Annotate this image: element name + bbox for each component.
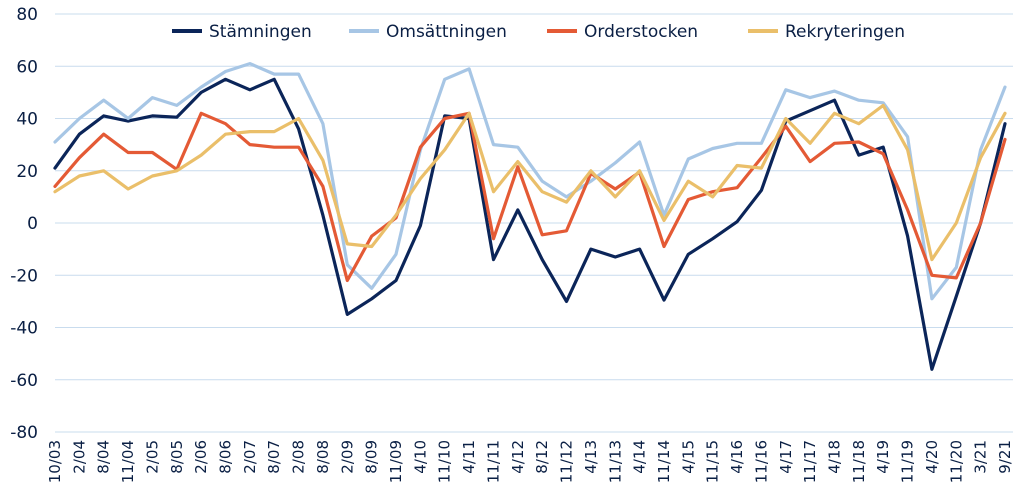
- x-tick-label: 8/06: [217, 440, 235, 474]
- y-tick-label: -40: [10, 319, 38, 339]
- y-tick-label: 40: [16, 110, 38, 130]
- x-tick-label: 11/10: [436, 440, 454, 483]
- x-tick-label: 11/11: [484, 440, 502, 483]
- x-tick-label: 11/13: [606, 440, 624, 483]
- x-tick-label: 2/04: [70, 440, 88, 474]
- legend-label: Orderstocken: [584, 22, 698, 42]
- x-tick-label: 11/14: [655, 440, 673, 483]
- x-tick-label: 4/19: [874, 440, 892, 474]
- x-tick-label: 4/10: [411, 440, 429, 474]
- legend-label: Stämningen: [209, 22, 312, 42]
- x-tick-label: 11/19: [899, 440, 917, 483]
- x-tick-label: 11/18: [850, 440, 868, 483]
- x-tick-label: 11/09: [387, 440, 405, 483]
- x-tick-label: 8/08: [314, 440, 332, 474]
- y-tick-label: -80: [10, 423, 38, 443]
- legend-label: Omsättningen: [386, 22, 507, 42]
- y-tick-label: 20: [16, 162, 38, 182]
- x-tick-label: 4/18: [825, 440, 843, 474]
- x-tick-label: 2/08: [290, 440, 308, 474]
- x-tick-label: 11/15: [704, 440, 722, 483]
- x-tick-label: 8/05: [168, 440, 186, 474]
- legend: Stämningen Omsättningen Orderstocken Rekryt…: [172, 22, 905, 42]
- x-tick-label: 4/14: [631, 440, 649, 474]
- x-tick-label: 3/21: [972, 440, 990, 474]
- x-tick-label: 11/12: [558, 440, 576, 483]
- series-lines: [53, 61, 1007, 371]
- y-tick-label: 0: [27, 214, 38, 234]
- x-tick-label: 4/20: [923, 440, 941, 474]
- series-line-1: [53, 77, 1007, 371]
- x-tick-label: 8/07: [265, 440, 283, 474]
- series-line-3: [53, 111, 1007, 283]
- x-tick-label: 4/15: [679, 440, 697, 474]
- y-tick-label: -20: [10, 266, 38, 286]
- y-axis-ticks: -80 -60 -40 -20 0 20 40 60 80: [10, 5, 38, 443]
- x-tick-label: 4/12: [509, 440, 527, 474]
- x-tick-label: 10/03: [46, 440, 64, 483]
- y-tick-label: -60: [10, 371, 38, 391]
- x-tick-label: 2/07: [241, 440, 259, 474]
- grid: [55, 13, 1013, 433]
- series-line-4: [53, 103, 1007, 262]
- legend-label: Rekryteringen: [785, 22, 905, 42]
- x-tick-label: 9/21: [996, 440, 1014, 474]
- x-tick-label: 2/05: [143, 440, 161, 474]
- x-tick-label: 11/20: [947, 440, 965, 483]
- x-tick-label: 2/09: [338, 440, 356, 474]
- y-tick-label: 60: [16, 57, 38, 77]
- x-tick-label: 4/11: [460, 440, 478, 474]
- x-tick-label: 8/12: [533, 440, 551, 474]
- x-axis-ticks: 10/03 2/04 8/04 11/04 2/05 8/05 2/06 8/06 2/07 8/…: [46, 440, 1014, 483]
- x-tick-label: 4/13: [582, 440, 600, 474]
- x-tick-label: 4/17: [777, 440, 795, 474]
- x-tick-label: 11/16: [752, 440, 770, 483]
- x-tick-label: 11/17: [801, 440, 819, 483]
- x-tick-label: 8/04: [95, 440, 113, 474]
- x-tick-label: 4/16: [728, 440, 746, 474]
- x-tick-label: 11/04: [119, 440, 137, 483]
- series-line-2: [53, 61, 1007, 301]
- x-tick-label: 2/06: [192, 440, 210, 474]
- y-tick-label: 80: [16, 5, 38, 25]
- x-tick-label: 8/09: [363, 440, 381, 474]
